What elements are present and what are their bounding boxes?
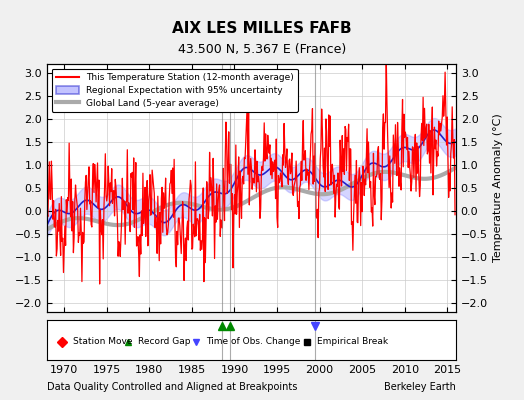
Y-axis label: Temperature Anomaly (°C): Temperature Anomaly (°C) — [494, 114, 504, 262]
Legend: This Temperature Station (12-month average), Regional Expectation with 95% uncer: This Temperature Station (12-month avera… — [52, 68, 298, 112]
Text: Berkeley Earth: Berkeley Earth — [384, 382, 456, 392]
Text: Time of Obs. Change: Time of Obs. Change — [206, 338, 301, 346]
Text: AIX LES MILLES FAFB: AIX LES MILLES FAFB — [172, 21, 352, 36]
Text: Record Gap: Record Gap — [138, 338, 191, 346]
Text: Station Move: Station Move — [73, 338, 132, 346]
Text: 43.500 N, 5.367 E (France): 43.500 N, 5.367 E (France) — [178, 43, 346, 56]
Text: Data Quality Controlled and Aligned at Breakpoints: Data Quality Controlled and Aligned at B… — [47, 382, 298, 392]
Text: Empirical Break: Empirical Break — [317, 338, 388, 346]
